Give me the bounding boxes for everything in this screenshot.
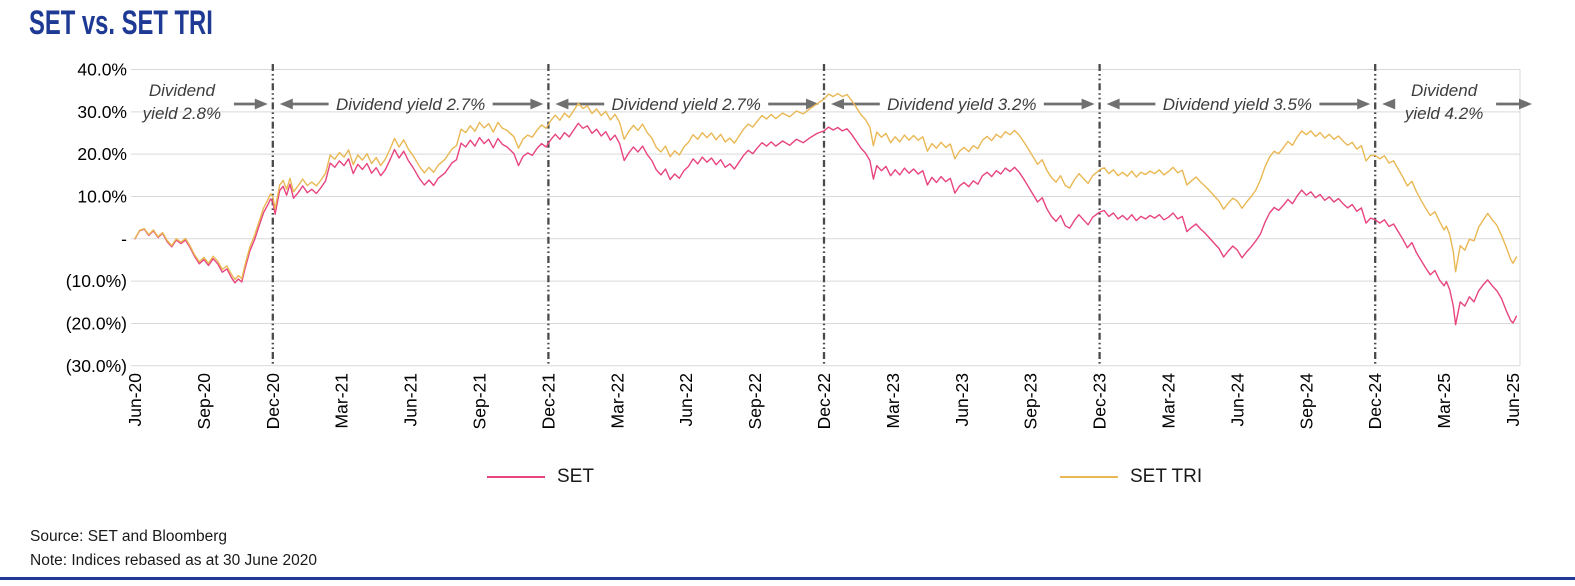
annotation-text: Dividend yield 2.8% bbox=[142, 81, 221, 123]
x-tick-label: Sep-20 bbox=[194, 373, 214, 430]
arrow-left-head-icon bbox=[1382, 98, 1396, 110]
arrow-left-head-icon bbox=[1106, 98, 1120, 110]
x-tick-label: Mar-23 bbox=[883, 373, 903, 428]
x-tick-label: Jun-25 bbox=[1503, 373, 1523, 427]
x-tick-label: Dec-24 bbox=[1365, 373, 1385, 430]
arrow-left-head-icon bbox=[555, 98, 569, 110]
rebase-note-text: Note: Indices rebased as at 30 June 2020 bbox=[30, 552, 317, 569]
y-tick-label: 40.0% bbox=[77, 60, 127, 80]
x-tick-label: Sep-21 bbox=[470, 373, 490, 429]
x-tick-label: Jun-21 bbox=[401, 373, 421, 427]
arrow-right-head-icon bbox=[254, 98, 268, 110]
x-tick-label: Sep-23 bbox=[1021, 373, 1041, 429]
arrow-left-head-icon bbox=[831, 98, 845, 110]
arrow-left-head-icon bbox=[279, 98, 293, 110]
y-tick-label: (20.0%) bbox=[66, 313, 127, 333]
chart-svg: 40.0% 30.0% 20.0% 10.0% - (10.0%) (20.0%) (30.0… bbox=[66, 60, 1533, 430]
set-tri-line-swatch bbox=[1060, 476, 1118, 478]
x-tick-label: Mar-24 bbox=[1159, 373, 1179, 429]
x-tick-label: Jun-20 bbox=[125, 373, 145, 427]
y-tick-label: (30.0%) bbox=[66, 356, 127, 376]
x-tick-label: Jun-23 bbox=[952, 373, 972, 427]
source-text: Source: SET and Bloomberg bbox=[30, 528, 228, 545]
arrow-right-head-icon bbox=[1357, 98, 1371, 110]
y-tick-label: 30.0% bbox=[77, 102, 127, 122]
y-tick-label: 10.0% bbox=[77, 186, 127, 206]
legend-item-set-tri: SET TRI bbox=[1060, 466, 1202, 488]
x-tick-label: Jun-24 bbox=[1227, 373, 1247, 427]
x-tick-label: Sep-24 bbox=[1296, 373, 1316, 430]
x-tick-label: Jun-22 bbox=[676, 373, 696, 427]
legend-set-tri-label: SET TRI bbox=[1130, 466, 1203, 487]
annotation-text: Dividend yield 2.7% bbox=[612, 95, 761, 114]
x-tick-label: Dec-21 bbox=[538, 373, 558, 429]
annotation-text: Dividend yield 4.2% bbox=[1404, 81, 1483, 123]
annotation-text: Dividend yield 3.2% bbox=[887, 95, 1036, 114]
legend-item-set: SET bbox=[487, 466, 594, 488]
series-set-line bbox=[134, 122, 1518, 326]
x-tick-label: Sep-22 bbox=[745, 373, 765, 429]
arrow-right-head-icon bbox=[1081, 98, 1095, 110]
x-tick-label: Dec-20 bbox=[263, 373, 283, 430]
x-tick-label: Dec-23 bbox=[1090, 373, 1110, 429]
set-line-swatch bbox=[487, 476, 545, 478]
x-tick-label: Dec-22 bbox=[814, 373, 834, 429]
y-tick-label: - bbox=[121, 229, 127, 249]
legend-set-label: SET bbox=[557, 466, 594, 487]
page-title: SET vs. SET TRI bbox=[29, 4, 213, 42]
arrow-right-head-icon bbox=[1519, 98, 1533, 110]
arrow-right-head-icon bbox=[806, 98, 820, 110]
annotation-text: Dividend yield 3.5% bbox=[1163, 95, 1312, 114]
arrow-right-head-icon bbox=[530, 98, 544, 110]
footer-rule bbox=[0, 577, 1575, 580]
series-set-tri-line bbox=[134, 92, 1518, 281]
x-tick-label: Mar-22 bbox=[607, 373, 627, 428]
x-tick-label: Mar-25 bbox=[1434, 373, 1454, 428]
y-tick-label: 20.0% bbox=[77, 144, 127, 164]
x-tick-label: Mar-21 bbox=[332, 373, 352, 428]
annotation-text: Dividend yield 2.7% bbox=[336, 95, 485, 114]
y-tick-label: (10.0%) bbox=[66, 271, 127, 291]
